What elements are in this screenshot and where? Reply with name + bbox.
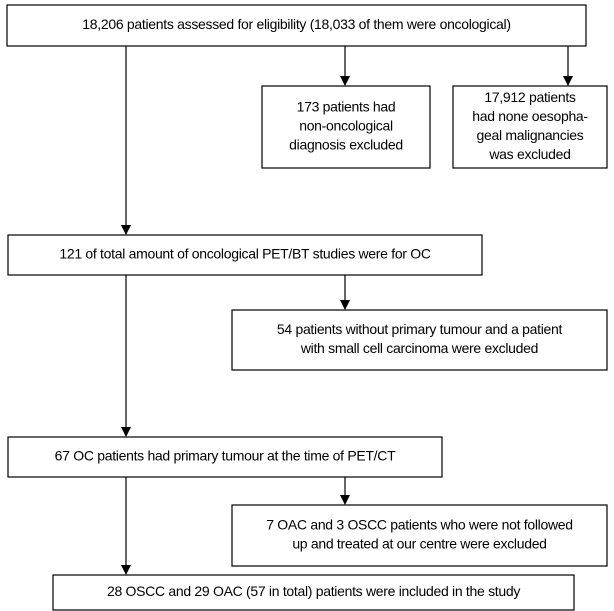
box-text: diagnosis excluded	[289, 137, 403, 153]
boxes: 18,206 patients assessed for eligibility…	[6, 4, 608, 611]
box	[7, 234, 483, 276]
box	[7, 436, 443, 478]
box	[231, 504, 608, 567]
box-text: non-oncological	[299, 118, 393, 134]
box-text: up and treated at our centre were exclud…	[292, 536, 546, 552]
box	[6, 4, 587, 47]
box-text: 18,206 patients assessed for eligibility…	[82, 16, 510, 32]
box-text: was excluded	[488, 146, 570, 162]
box	[52, 574, 575, 611]
box-text: 173 patients had	[297, 99, 396, 115]
box	[261, 85, 431, 169]
box	[231, 309, 608, 371]
box-text: 54 patients without primary tumour and a…	[277, 321, 563, 337]
box	[452, 85, 608, 169]
box-text: geal malignancies	[477, 127, 584, 143]
box-text: 67 OC patients had primary tumour at the…	[55, 448, 396, 464]
box-text: with small cell carcinoma were excluded	[300, 340, 538, 356]
box-text: had none oesopha-	[472, 108, 588, 124]
box-text: 17,912 patients	[484, 89, 576, 105]
box-text: 7 OAC and 3 OSCC patients who were not f…	[266, 517, 573, 533]
box-text: 121 of total amount of oncological PET/B…	[59, 246, 430, 262]
box-text: 28 OSCC and 29 OAC (57 in total) patient…	[107, 583, 520, 599]
